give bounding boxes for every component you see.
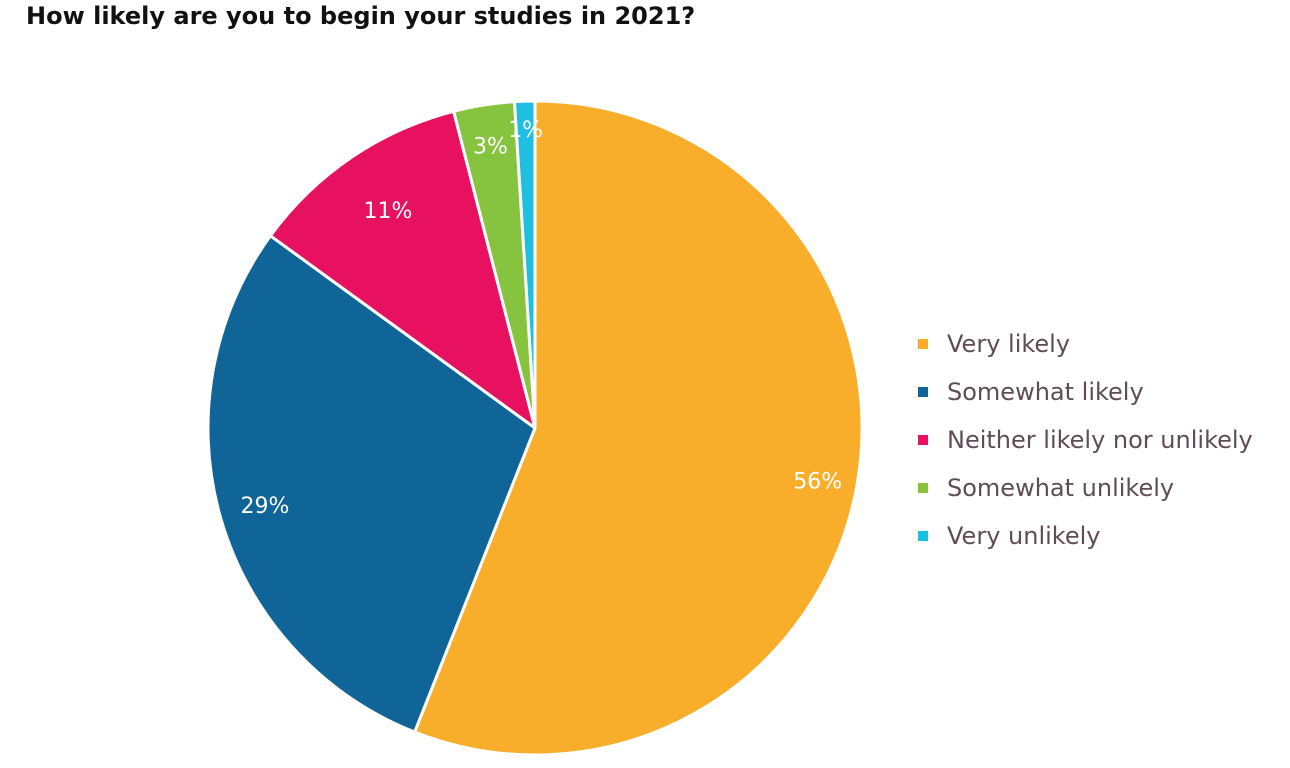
pie-slice-very-unlikely [512, 99, 537, 430]
legend-item-very-unlikely: Very unlikely [918, 512, 1253, 560]
pie-slices [206, 99, 864, 757]
legend-swatch [918, 531, 928, 541]
chart-legend: Very likely Somewhat likely Neither likely… [918, 320, 1253, 560]
legend-swatch [918, 339, 928, 349]
pie-slice-labels: 56% 29% 11% 3%1% [240, 118, 842, 519]
legend-label: Very likely [947, 330, 1071, 358]
data-label-somewhat-unlikely: 3% [473, 135, 508, 160]
data-label-very-likely: 56% [793, 469, 842, 494]
pie-slice-neither-likely-nor-unlikely [268, 109, 537, 430]
legend-swatch [918, 435, 928, 445]
data-label-very-unlikely: 1% [508, 118, 543, 143]
legend-item-somewhat-unlikely: Somewhat unlikely [918, 464, 1253, 512]
data-label-somewhat-likely: 29% [240, 494, 289, 519]
data-label-neither-likely-nor-unlikely: 11% [364, 199, 413, 224]
legend-label: Neither likely nor unlikely [947, 426, 1253, 454]
chart-title: How likely are you to begin your studies… [26, 2, 696, 30]
legend-item-neither-likely-nor-unlikely: Neither likely nor unlikely [918, 416, 1253, 464]
legend-item-somewhat-likely: Somewhat likely [918, 368, 1253, 416]
legend-swatch [918, 387, 928, 397]
legend-item-very-likely: Very likely [918, 320, 1253, 368]
pie-slice-very-likely [413, 99, 864, 757]
legend-swatch [918, 483, 928, 493]
pie-slice-somewhat-likely [206, 234, 537, 734]
legend-label: Somewhat unlikely [947, 474, 1175, 502]
legend-label: Somewhat likely [947, 378, 1144, 406]
legend-label: Very unlikely [947, 522, 1101, 550]
